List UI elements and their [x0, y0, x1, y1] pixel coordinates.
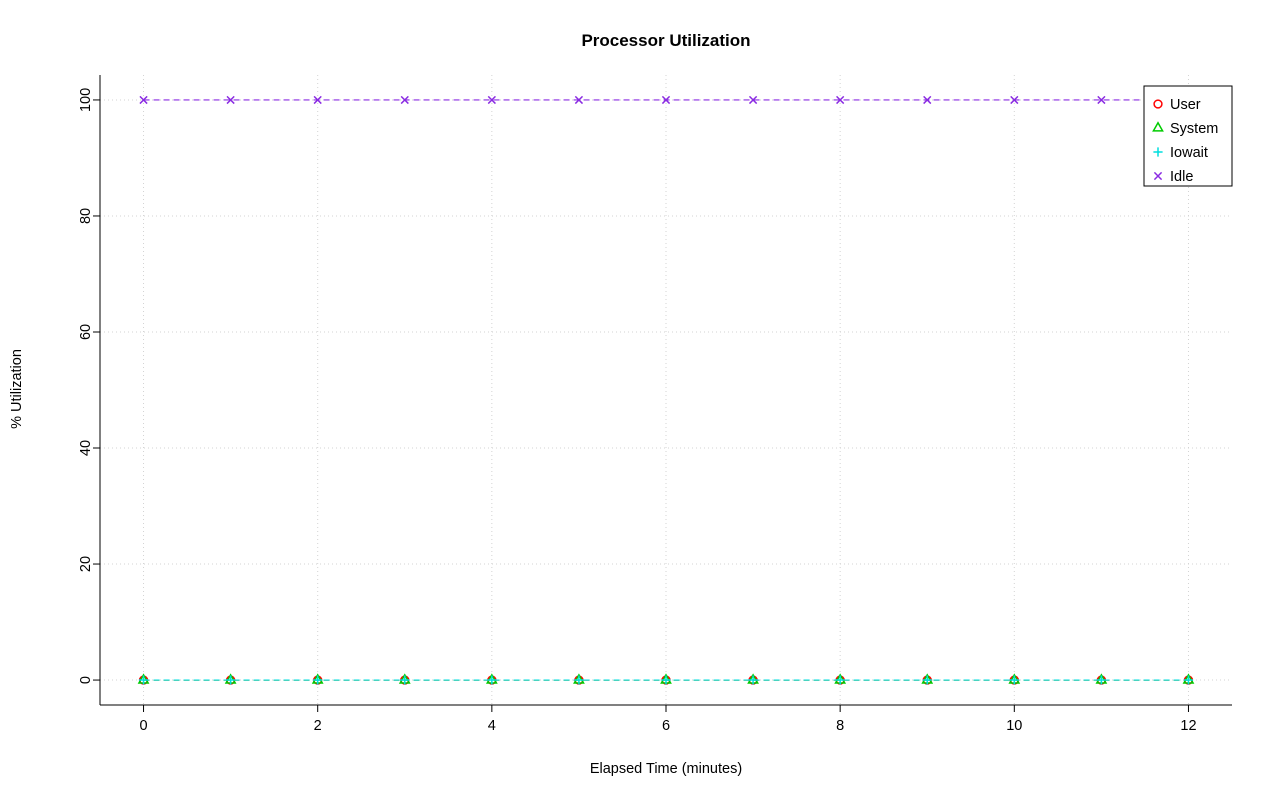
legend-label-iowait: Iowait	[1170, 145, 1208, 161]
marker-iowait	[835, 675, 845, 685]
x-tick-label: 2	[314, 718, 322, 734]
x-tick-label: 6	[662, 718, 670, 734]
marker-idle	[313, 95, 322, 105]
x-tick-label: 10	[1006, 718, 1022, 734]
marker-idle	[748, 95, 758, 105]
marker-iowait	[1096, 675, 1106, 685]
marker-iowait	[313, 675, 323, 685]
marker-iowait	[1009, 675, 1019, 685]
marker-iowait	[661, 675, 671, 685]
x-tick-label: 12	[1180, 718, 1196, 734]
marker-iowait	[400, 675, 410, 685]
legend-marker-user	[1153, 99, 1163, 109]
x-axis-label: Elapsed Time (minutes)	[589, 761, 743, 777]
marker-iowait	[226, 675, 236, 685]
legend-box	[1143, 85, 1233, 187]
x-tick-label: 4	[488, 718, 496, 734]
y-tick-label: 100	[78, 88, 94, 112]
x-tick-label: 0	[139, 718, 147, 734]
marker-iowait	[138, 675, 149, 685]
marker-idle	[226, 95, 235, 105]
marker-iowait	[574, 675, 584, 685]
marker-iowait	[487, 675, 497, 685]
x-tick-label: 8	[836, 718, 844, 734]
legend-marker-idle	[1153, 171, 1163, 181]
y-tick-label: 0	[78, 676, 94, 684]
marker-idle	[1097, 95, 1106, 105]
legend-label-system: System	[1170, 121, 1218, 137]
y-tick-label: 40	[78, 440, 94, 456]
chart-title: Processor Utilization	[581, 31, 751, 50]
marker-iowait	[748, 675, 758, 685]
legend-marker-system	[1152, 121, 1164, 132]
marker-idle	[574, 95, 584, 105]
marker-idle	[400, 95, 409, 105]
marker-idle	[923, 95, 932, 105]
legend-marker-iowait	[1153, 147, 1163, 157]
marker-idle	[836, 95, 845, 105]
y-tick-label: 20	[78, 556, 94, 572]
marker-idle	[661, 95, 671, 105]
legend-label-user: User	[1170, 97, 1201, 113]
y-tick-label: 80	[78, 208, 94, 224]
legend-label-idle: Idle	[1170, 169, 1193, 185]
marker-iowait	[1183, 675, 1194, 685]
marker-idle	[1010, 95, 1019, 105]
marker-iowait	[922, 675, 932, 685]
marker-idle	[487, 95, 496, 105]
y-tick-label: 60	[78, 324, 94, 340]
marker-idle	[139, 95, 148, 105]
